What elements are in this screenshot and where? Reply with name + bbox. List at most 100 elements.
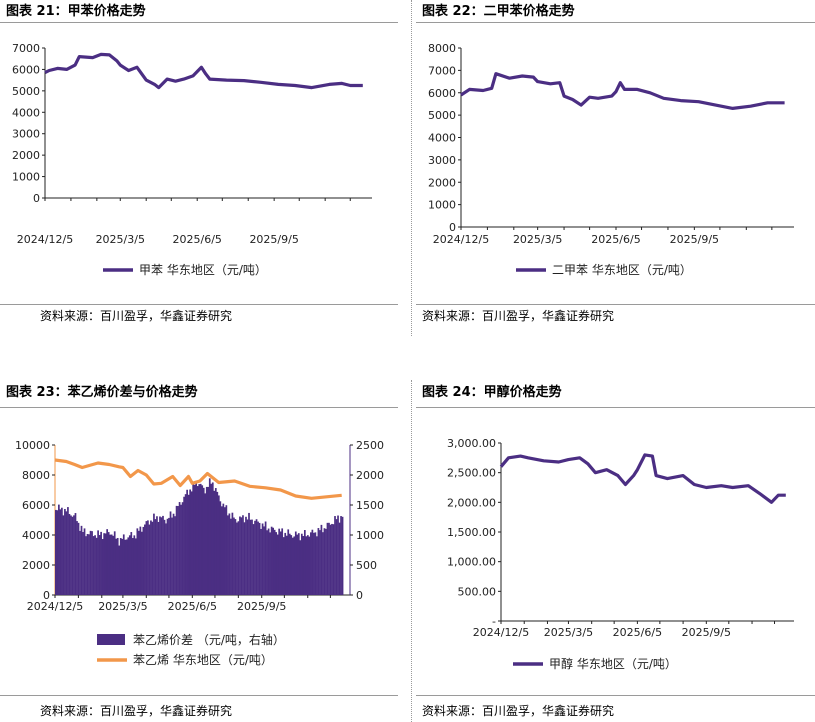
spread-bar [214, 488, 217, 595]
chart-title: 图表 22：二甲苯价格走势 [422, 4, 575, 19]
spread-bar [270, 526, 273, 595]
y-tick-label: 0 [43, 589, 50, 602]
spread-bar [269, 532, 271, 595]
spread-bar [58, 504, 60, 595]
x-tick-label: 2025/6/5 [613, 626, 662, 639]
spread-bar [207, 486, 210, 595]
x-tick-label: 2024/12/5 [17, 233, 73, 246]
x-tick-label: 2025/3/5 [96, 233, 145, 246]
spread-bar [178, 502, 181, 595]
spread-bar [136, 528, 139, 595]
spread-bar [133, 535, 136, 595]
spread-bar [139, 526, 142, 595]
spread-bar [79, 530, 81, 595]
spread-bar [187, 494, 190, 595]
y-tick-label: 6000 [22, 499, 50, 512]
spread-bar [302, 536, 305, 595]
y-tick-label: 5000 [12, 85, 40, 98]
spread-bar [323, 528, 326, 595]
spread-bar [103, 533, 105, 595]
spread-bar [208, 478, 211, 595]
y-tick-label: 7000 [428, 64, 456, 77]
y-tick-label: 5000 [428, 109, 456, 122]
spread-bar [62, 515, 65, 595]
spread-bar [224, 507, 226, 595]
separator-source-left-1 [0, 304, 398, 305]
spread-bar [122, 534, 125, 595]
chart-methanol-price: - 500.00 1,000.00 1,500.00 2,000.00 2,500.00 3… [447, 437, 794, 671]
y-tick-label: 1000 [12, 171, 40, 184]
spread-bar [109, 534, 112, 595]
spread-bar [192, 482, 195, 595]
spread-bar [340, 516, 342, 595]
chart-panel-xylene: 图表 22：二甲苯价格走势 0 1000 2000 3000 4000 5000 6000 7… [416, 0, 815, 336]
spread-bar [267, 528, 270, 595]
spread-bar [55, 509, 57, 595]
x-tick-label: 2025/9/5 [670, 233, 719, 246]
x-tick-label: 2024/12/5 [27, 600, 83, 613]
spread-bar [205, 486, 208, 595]
spread-bar [177, 506, 179, 595]
spread-bar [275, 532, 278, 595]
legend-label: 苯乙烯价差 （元/吨，右轴） [133, 632, 285, 647]
x-tick-label: 2025/6/5 [168, 600, 217, 613]
y2-tick-label: 500 [356, 559, 377, 572]
y-tick-label: 0 [33, 192, 40, 205]
spread-bar [248, 512, 250, 595]
spread-bar [266, 530, 268, 595]
spread-bar [112, 535, 115, 595]
separator-source-right-1 [416, 304, 815, 305]
x-tick-label: 2025/9/5 [237, 600, 286, 613]
spread-bar [137, 530, 140, 595]
spread-bar [186, 489, 188, 595]
spread-bar [196, 486, 199, 595]
spread-bar [334, 516, 336, 595]
y-tick-label: 2,500.00 [447, 467, 496, 480]
y2-tick-label: 1500 [356, 499, 384, 512]
spread-bar [249, 519, 252, 595]
spread-bar [147, 520, 149, 595]
legend-swatch [97, 634, 125, 645]
spread-bar [118, 545, 121, 595]
spread-bar [320, 524, 323, 595]
spread-bar [313, 532, 315, 595]
spread-bar [240, 517, 243, 595]
spread-bar [222, 503, 225, 595]
spread-bar [198, 484, 201, 595]
spread-bar [107, 532, 110, 595]
spread-bar [189, 489, 192, 595]
spread-bar [211, 482, 214, 595]
spread-bar [184, 494, 187, 595]
separator-top-left [0, 22, 398, 23]
chart-title: 图表 21：甲苯价格走势 [6, 4, 146, 19]
y-tick-label: - [492, 615, 496, 628]
spread-bar [236, 522, 238, 595]
spread-bar [195, 480, 198, 595]
spread-bar [300, 533, 303, 595]
series-line [499, 453, 786, 504]
spread-bar [199, 483, 202, 595]
series-line [44, 52, 363, 90]
chart-panel-toluene: 图表 21：甲苯价格走势 0 1000 2000 3000 4000 5000 6000 70… [0, 0, 405, 336]
y-tick-label: 6000 [428, 87, 456, 100]
spread-bar [310, 532, 312, 595]
spread-bar [288, 533, 291, 595]
spread-bar [306, 535, 309, 595]
y-tick-label: 1000 [428, 199, 456, 212]
spread-bar [231, 512, 234, 595]
spread-bar [180, 504, 182, 595]
legend-label: 苯乙烯 华东地区（元/吨） [133, 653, 273, 667]
spread-bar [100, 531, 102, 595]
spread-bar [150, 520, 152, 595]
spread-bar [193, 484, 196, 595]
spread-bar [130, 532, 133, 595]
separator-source-left-2 [0, 695, 398, 696]
spread-bar [202, 487, 205, 595]
spread-bar [97, 530, 99, 595]
spread-bar [201, 485, 204, 595]
spread-bar [325, 528, 327, 595]
spread-bar [308, 536, 311, 595]
spread-bar [278, 528, 281, 595]
spread-bar [237, 521, 240, 595]
spread-bar [245, 516, 247, 595]
